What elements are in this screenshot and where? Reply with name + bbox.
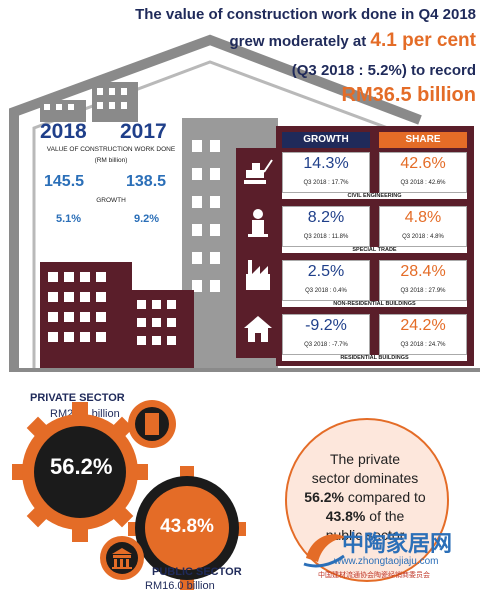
growth-2017: 9.2% [134,213,160,225]
growth-label: GROWTH [96,197,126,204]
year-2017: 2017 [120,120,167,143]
value-2017: 138.5 [126,173,167,190]
excavator-icon [244,159,273,184]
maroon-building-mid [130,290,194,370]
row-growth-q3: Q3 2018 : 11.8% [303,234,349,240]
private-building-gear [128,400,176,448]
gears-illustration [12,400,246,590]
row-share-value: 4.8% [404,209,442,226]
row-category: RESIDENTIAL BUILDINGS [282,355,467,361]
factory-icon [246,260,270,290]
row-share-q3: Q3 2018 : 4.8% [402,234,444,240]
top-left-building [40,82,138,122]
headline-line-1: The value of construction work done in Q… [135,6,476,23]
public-share: 43.8% [160,516,214,537]
row-growth-value: 8.2% [307,209,345,226]
summary-text: The private sector dominates 56.2% compa… [304,451,426,543]
row-share-q3: Q3 2018 : 27.9% [400,288,446,294]
row-share-q3: Q3 2018 : 24.7% [400,342,446,348]
maroon-building-left [40,262,132,370]
headline-line-3: (Q3 2018 : 5.2%) to record [291,62,476,79]
row-category: NON-RESIDENTIAL BUILDINGS [282,301,467,307]
row-growth-value: -9.2% [305,317,347,334]
table-row: 8.2% Q3 2018 : 11.8% 4.8% Q3 2018 : 4.8%… [282,206,467,258]
office-building-icon [145,413,159,435]
growth-2018: 5.1% [56,213,82,225]
public-sector-label: PUBLIC SECTOR [152,566,242,578]
house-roof-outline [9,34,422,372]
row-category: CIVIL ENGINEERING [282,193,467,199]
house-icon [244,316,272,342]
row-share-value: 24.2% [400,317,446,334]
row-share-value: 28.4% [400,263,446,280]
table-row: 14.3% Q3 2018 : 17.7% 42.6% Q3 2018 : 42… [282,152,467,204]
share-header: SHARE [379,132,467,148]
watermark-brand: 中陶家居网 [342,532,453,557]
row-category: SPECIAL TRADE [282,247,467,253]
public-sector-value: RM16.0 billion [145,580,215,592]
row-growth-value: 2.5% [307,263,345,280]
row-share-value: 42.6% [400,155,446,172]
row-share-q3: Q3 2018 : 42.6% [400,180,446,186]
private-sector-label: PRIVATE SECTOR [30,392,125,404]
table-row: 2.5% Q3 2018 : 0.4% 28.4% Q3 2018 : 27.9… [282,260,467,312]
public-gear [128,466,246,590]
icon-strip [244,159,273,342]
year-2018: 2018 [40,120,87,143]
watermark-tagline: 中国建材流通协会陶瓷经销商委员会 [318,571,430,579]
value-unit: (RM billion) [94,157,128,164]
watermark-url: www.zhongtaojiaju.com [334,556,439,567]
private-share: 56.2% [50,454,113,479]
headline-growth-highlight: 4.1 per cent [370,30,476,51]
watermark-logo-icon [303,534,346,568]
row-growth-value: 14.3% [303,155,349,172]
row-growth-q3: Q3 2018 : 0.4% [305,288,347,294]
headline-total-value: RM36.5 billion [341,84,476,106]
value-label: VALUE OF CONSTRUCTION WORK DONE [46,146,176,153]
row-growth-q3: Q3 2018 : -7.7% [304,342,348,348]
growth-header: GROWTH [282,132,370,148]
private-gear [12,402,148,542]
value-2018: 145.5 [44,173,85,190]
headline-line-2: grew moderately at 4.1 per cent [229,30,477,51]
worker-icon [248,209,268,237]
row-growth-q3: Q3 2018 : 17.7% [303,180,349,186]
public-building-gear [100,536,144,580]
government-building-icon [112,548,132,569]
table-row: -9.2% Q3 2018 : -7.7% 24.2% Q3 2018 : 24… [282,314,467,364]
